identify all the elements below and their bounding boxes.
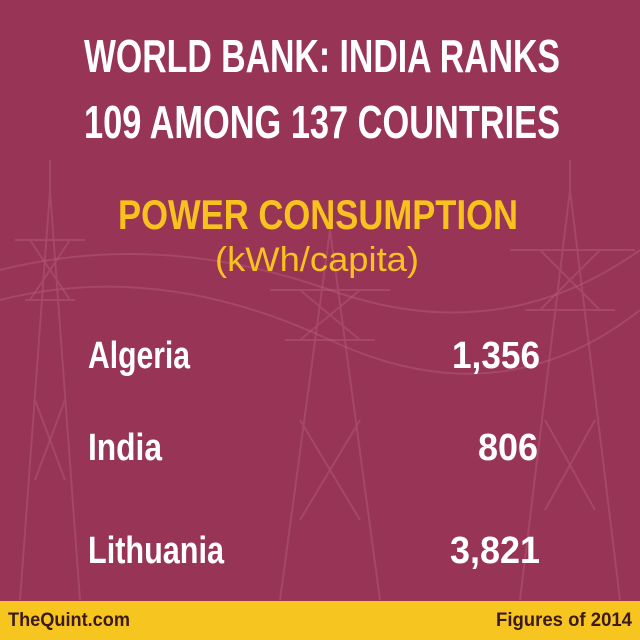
source: TheQuint.com <box>8 610 130 631</box>
pylons <box>0 160 640 601</box>
title-line: WORLD BANK: INDIA RANKS <box>84 30 560 82</box>
note: Figures of 2014 <box>496 610 632 631</box>
value: 3,821 <box>450 530 540 572</box>
pylon <box>270 200 390 601</box>
subtitle: POWER CONSUMPTION <box>118 191 518 238</box>
country: Lithuania <box>88 530 225 572</box>
unit: (kWh/capita) <box>215 241 419 279</box>
power-lines <box>0 249 640 375</box>
footer-bar <box>0 601 640 640</box>
country: Algeria <box>88 335 191 377</box>
value: 806 <box>478 427 538 469</box>
pylon <box>510 160 635 601</box>
title-line: 109 AMONG 137 COUNTRIES <box>84 96 560 148</box>
value: 1,356 <box>452 335 540 377</box>
pylon <box>15 160 85 601</box>
country: India <box>88 427 163 469</box>
